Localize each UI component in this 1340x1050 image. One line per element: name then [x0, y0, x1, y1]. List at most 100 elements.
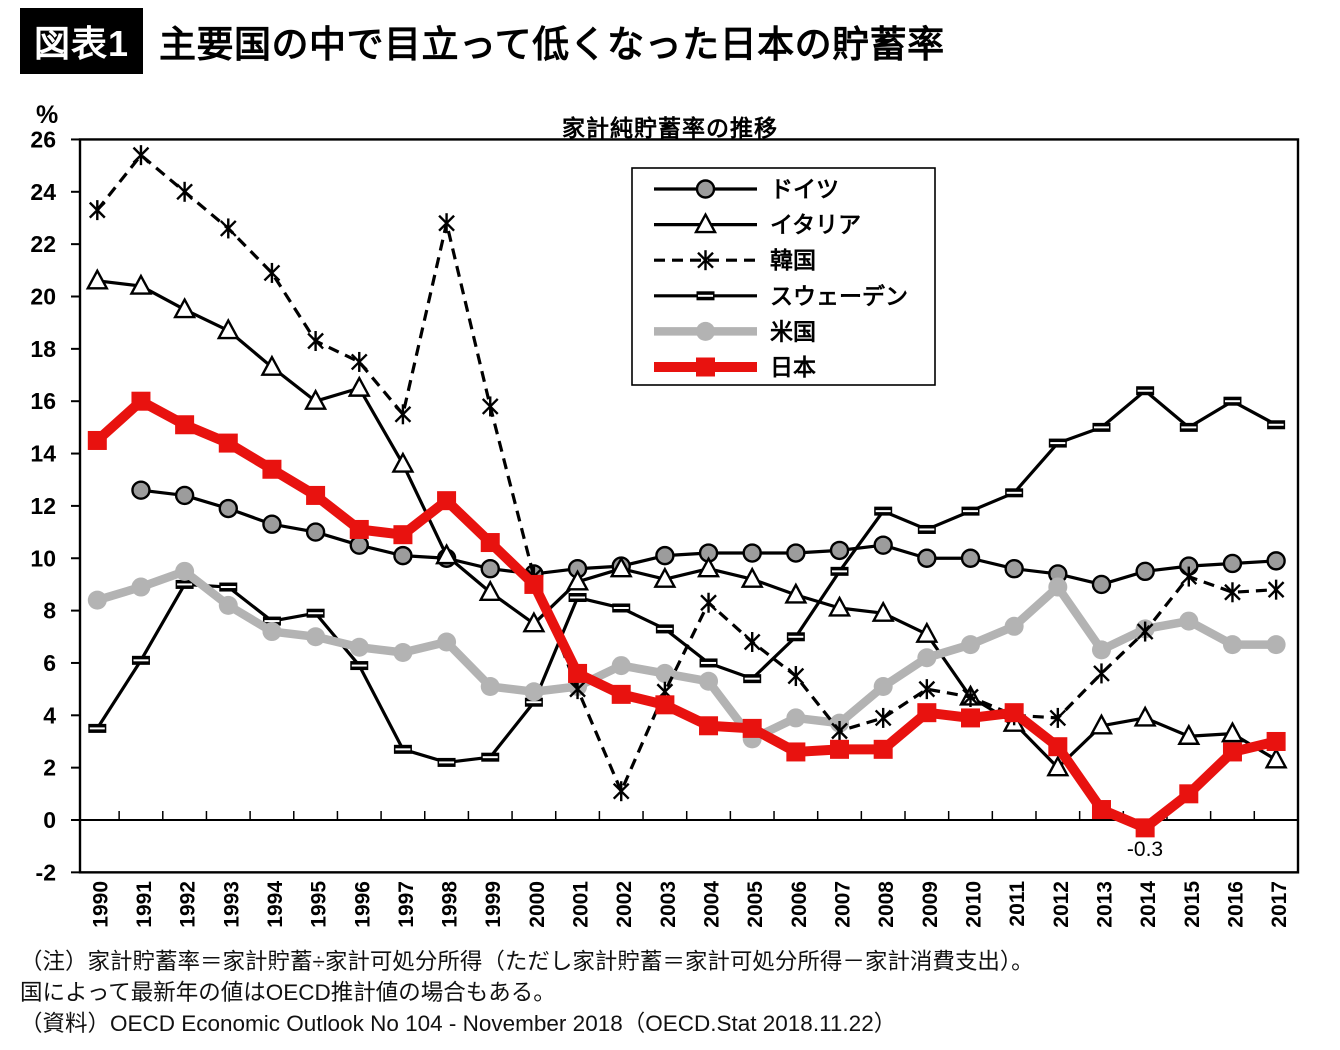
data-point-italy — [129, 273, 153, 295]
data-point-sweden — [131, 655, 150, 665]
y-tick-label: 22 — [30, 231, 56, 257]
data-point-usa — [437, 632, 457, 652]
data-point-usa — [87, 590, 107, 610]
data-point-japan — [696, 357, 715, 377]
data-point-germany — [873, 535, 893, 555]
data-point-usa — [1048, 577, 1068, 597]
footnote-line: （注）家計貯蓄率＝家計貯蓄÷家計可処分所得（ただし家計貯蓄＝家計可処分所得－家計… — [20, 949, 1034, 974]
data-point-italy — [871, 600, 895, 622]
data-point-korea — [697, 250, 714, 271]
footnotes: （注）家計貯蓄率＝家計貯蓄÷家計可処分所得（ただし家計貯蓄＝家計可処分所得－家計… — [20, 946, 1034, 1039]
x-tick-label: 2009 — [919, 881, 942, 928]
data-point-usa — [873, 677, 893, 697]
data-point-sweden — [917, 524, 936, 534]
y-tick-label: 2 — [43, 755, 56, 781]
series-germany — [131, 480, 1286, 595]
data-point-italy — [435, 543, 459, 565]
data-point-sweden — [393, 744, 412, 754]
footnote-line: （資料）OECD Economic Outlook No 104 - Novem… — [20, 1011, 897, 1036]
data-point-japan — [655, 695, 675, 715]
legend-item-korea: 韓国 — [654, 247, 816, 273]
data-point-italy — [697, 556, 721, 578]
data-point-italy — [347, 375, 371, 397]
y-axis-unit-label: % — [36, 101, 59, 129]
y-tick-label: 20 — [30, 284, 56, 310]
y-tick-label: 24 — [30, 179, 56, 205]
data-point-sweden — [350, 661, 369, 671]
data-point-usa — [480, 677, 500, 697]
data-point-sweden — [262, 616, 281, 626]
y-tick-label: 26 — [30, 126, 56, 152]
x-tick-label: 2015 — [1181, 881, 1204, 928]
data-point-germany — [480, 559, 500, 579]
y-tick-label: 8 — [43, 598, 56, 624]
data-point-korea — [263, 262, 281, 283]
data-point-sweden — [699, 658, 718, 668]
data-point-korea — [307, 330, 324, 351]
y-tick-label: -2 — [36, 859, 56, 885]
x-tick-label: 1993 — [220, 881, 243, 928]
data-point-japan — [1179, 784, 1199, 804]
data-point-japan — [437, 491, 457, 511]
x-tick-label: 2014 — [1137, 881, 1160, 928]
data-point-japan — [524, 574, 544, 594]
data-point-japan — [742, 718, 762, 738]
data-point-sweden — [481, 752, 500, 762]
series-line-korea — [96, 153, 1277, 793]
data-point-usa — [1222, 635, 1242, 655]
data-point-usa — [699, 671, 719, 691]
data-point-japan — [568, 663, 588, 683]
data-point-japan — [786, 742, 806, 762]
legend-label-korea: 韓国 — [770, 247, 816, 273]
data-point-usa — [306, 627, 326, 647]
data-point-italy — [173, 297, 197, 319]
data-point-korea — [394, 404, 412, 425]
data-point-italy — [1046, 755, 1070, 777]
data-point-korea — [787, 666, 805, 687]
data-point-italy — [1177, 723, 1201, 745]
x-tick-label: 1994 — [264, 881, 287, 928]
data-point-sweden — [696, 291, 715, 301]
x-tick-label: 1999 — [482, 881, 505, 928]
data-point-italy — [740, 566, 764, 588]
x-tick-label: 2000 — [526, 881, 549, 928]
data-point-korea — [132, 145, 150, 166]
page-title: 主要国の中で目立って低くなった日本の貯蓄率 — [159, 24, 945, 65]
data-point-germany — [829, 540, 850, 561]
data-point-germany — [1004, 559, 1024, 579]
data-point-usa — [393, 642, 413, 662]
x-tick-label: 2001 — [570, 881, 593, 928]
data-point-italy — [784, 582, 808, 604]
data-point-usa — [349, 637, 369, 657]
data-point-sweden — [1005, 488, 1024, 498]
x-tick-label: 1992 — [177, 881, 200, 928]
data-point-korea — [1049, 707, 1067, 728]
data-point-sweden — [961, 506, 980, 516]
x-tick-label: 2008 — [875, 881, 898, 928]
data-point-sweden — [1092, 422, 1111, 432]
data-point-sweden — [175, 579, 194, 589]
data-point-germany — [786, 543, 806, 563]
y-tick-label: 0 — [43, 807, 56, 833]
data-point-korea — [176, 181, 193, 202]
legend-item-sweden: スウェーデン — [654, 283, 908, 309]
data-point-japan — [306, 485, 326, 505]
legend-item-japan: 日本 — [654, 354, 816, 380]
data-point-sweden — [568, 593, 587, 603]
x-tick-label: 1996 — [351, 881, 374, 928]
legend-item-italy: イタリア — [654, 212, 861, 238]
data-point-germany — [1222, 553, 1243, 574]
data-point-japan — [87, 430, 107, 450]
data-point-usa — [611, 656, 631, 676]
data-point-japan — [1048, 737, 1068, 757]
series-line-japan — [93, 396, 1278, 833]
data-point-sweden — [830, 566, 849, 576]
data-point-korea — [1180, 566, 1198, 587]
data-point-germany — [1091, 574, 1112, 595]
data-point-germany — [131, 480, 151, 500]
data-point-korea — [350, 351, 368, 372]
data-point-italy — [1133, 705, 1157, 727]
data-point-japan — [349, 519, 369, 539]
data-point-korea — [1136, 621, 1154, 642]
